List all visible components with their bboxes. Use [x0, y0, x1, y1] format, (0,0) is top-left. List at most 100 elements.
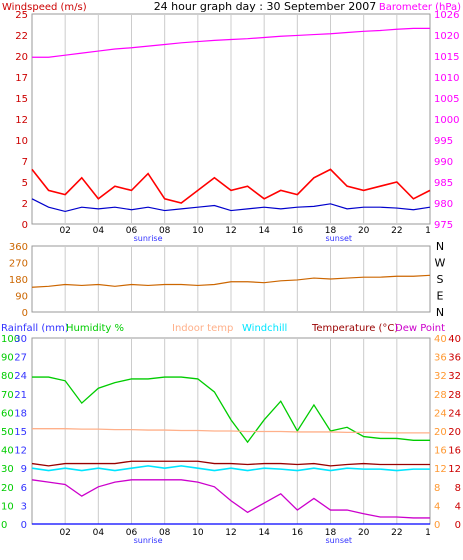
rain-tick-label: 3 — [21, 501, 27, 512]
temp-legend-label: Windchill — [242, 323, 287, 334]
wind-time-tick-label: 22 — [391, 226, 402, 236]
indoor-tick-label: 40 — [434, 334, 447, 345]
temp-tick-label: 4 — [455, 501, 461, 512]
compass-label: N — [436, 240, 444, 253]
indoor-tick-label: 32 — [434, 371, 447, 382]
temp-legend-label: Indoor temp — [172, 323, 233, 334]
indoor-tick-label: 12 — [434, 464, 447, 475]
rain-tick-label: 9 — [21, 464, 27, 475]
humidity-tick-label: 70 — [1, 390, 14, 401]
wind-tick-label: 7 — [22, 157, 28, 168]
wind-time-tick-label: 12 — [225, 226, 236, 236]
temp-time-tick-label: 1 — [425, 528, 431, 538]
wind-tick-label: 25 — [15, 10, 28, 21]
humidity-tick-label: 90 — [1, 353, 14, 364]
direction-tick-label: 0 — [22, 308, 28, 319]
rain-tick-label: 24 — [14, 371, 27, 382]
baro-tick-label: 1010 — [434, 73, 459, 84]
temp-legend-label: Rainfall (mm) — [1, 323, 69, 334]
indoor-tick-label: 20 — [434, 427, 447, 438]
temp-time-tick-label: 14 — [258, 528, 270, 538]
wind-tick-label: 15 — [15, 94, 28, 105]
temp-tick-label: 28 — [448, 390, 461, 401]
wind-sunset-label: sunset — [326, 234, 353, 243]
baro-axis-label: Barometer (hPa) — [379, 2, 461, 13]
humidity-tick-label: 40 — [1, 446, 14, 457]
rain-tick-label: 30 — [14, 334, 27, 345]
wind-time-tick-label: 02 — [59, 226, 70, 236]
baro-tick-label: 1000 — [434, 115, 459, 126]
temp-time-tick-label: 06 — [126, 528, 138, 538]
wind-axis-label: Windspeed (m/s) — [2, 2, 87, 13]
compass-label: N — [436, 306, 444, 319]
indoor-tick-label: 36 — [434, 353, 447, 364]
chart-title: 24 hour graph day : 30 September 2007 — [154, 0, 377, 13]
wind-time-tick-label: 16 — [292, 226, 304, 236]
temp-tick-label: 24 — [448, 408, 461, 419]
temp-tick-label: 0 — [455, 520, 461, 531]
wind-series-line — [31, 198, 431, 213]
baro-tick-label: 980 — [434, 199, 453, 210]
temp-series-line — [32, 376, 430, 444]
indoor-tick-label: 4 — [434, 501, 440, 512]
baro-tick-label: 1026 — [434, 10, 459, 21]
humidity-tick-label: 50 — [1, 427, 14, 438]
temp-tick-label: 20 — [448, 427, 461, 438]
baro-tick-label: 1020 — [434, 31, 459, 42]
temp-sunset-label: sunset — [326, 536, 353, 545]
wind-time-tick-label: 1 — [425, 226, 431, 236]
temp-tick-label: 40 — [448, 334, 461, 345]
indoor-tick-label: 28 — [434, 390, 447, 401]
wind-series-line — [31, 168, 431, 204]
temp-time-tick-label: 04 — [93, 528, 105, 538]
temp-series-line — [31, 465, 430, 472]
temp-time-tick-label: 20 — [358, 528, 370, 538]
humidity-tick-label: 10 — [1, 501, 14, 512]
humidity-tick-label: 80 — [1, 371, 14, 382]
humidity-tick-label: 30 — [1, 464, 14, 475]
wind-time-tick-label: 20 — [358, 226, 370, 236]
compass-label: S — [437, 273, 444, 286]
direction-series-line — [31, 274, 431, 288]
temp-tick-label: 8 — [455, 483, 461, 494]
wind-time-tick-label: 08 — [159, 226, 171, 236]
humidity-tick-label: 0 — [1, 520, 7, 531]
temp-time-tick-label: 16 — [292, 528, 304, 538]
compass-label: E — [437, 290, 444, 303]
rain-tick-label: 15 — [14, 427, 27, 438]
wind-tick-label: 5 — [22, 178, 28, 189]
compass-label: W — [435, 257, 446, 270]
wind-tick-label: 12 — [15, 115, 28, 126]
rain-tick-label: 18 — [14, 408, 27, 419]
wind-tick-label: 20 — [15, 52, 28, 63]
indoor-tick-label: 16 — [434, 446, 447, 457]
temp-time-tick-label: 18 — [325, 528, 337, 538]
direction-tick-label: 90 — [15, 292, 28, 303]
temp-tick-label: 32 — [448, 371, 461, 382]
humidity-tick-label: 20 — [1, 483, 14, 494]
wind-tick-label: 17 — [15, 73, 28, 84]
wind-time-tick-label: 06 — [126, 226, 138, 236]
temp-time-tick-label: 12 — [225, 528, 236, 538]
humidity-tick-label: 100 — [1, 334, 20, 345]
temp-time-tick-label: 08 — [159, 528, 171, 538]
wind-time-tick-label: 18 — [325, 226, 337, 236]
temp-tick-label: 36 — [448, 353, 461, 364]
temp-tick-label: 12 — [448, 464, 461, 475]
direction-tick-label: 360 — [9, 242, 28, 253]
direction-tick-label: 180 — [9, 275, 28, 286]
wind-tick-label: 0 — [22, 220, 28, 231]
wind-tick-label: 10 — [15, 136, 28, 147]
temp-series-line — [31, 460, 430, 467]
rain-tick-label: 21 — [14, 390, 27, 401]
rain-tick-label: 6 — [21, 483, 27, 494]
wind-time-tick-label: 14 — [258, 226, 270, 236]
temp-legend-label: Humidity % — [66, 323, 124, 334]
baro-tick-label: 990 — [434, 157, 453, 168]
wind-tick-label: 22 — [15, 31, 28, 42]
indoor-tick-label: 0 — [434, 520, 440, 531]
temp-time-tick-label: 22 — [391, 528, 402, 538]
baro-tick-label: 1015 — [434, 52, 459, 63]
baro-tick-label: 995 — [434, 136, 453, 147]
